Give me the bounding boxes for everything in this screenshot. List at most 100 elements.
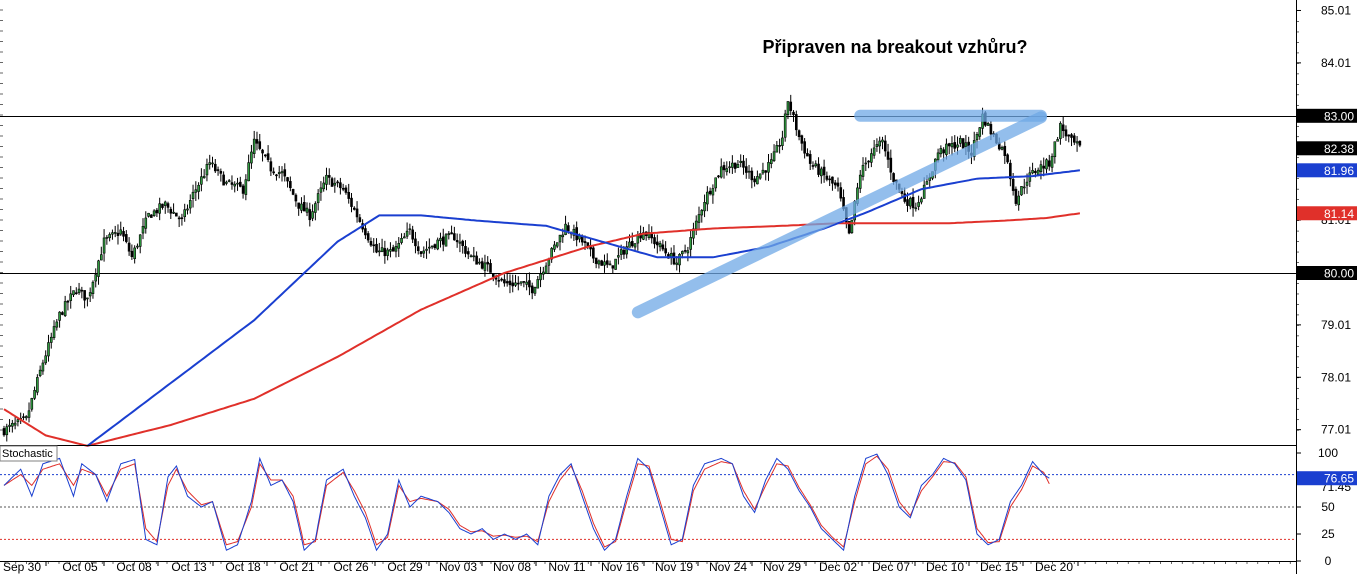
candle-body <box>950 143 954 148</box>
time-tick-label: Oct 13 <box>171 560 207 574</box>
candle <box>664 241 667 257</box>
candle-body <box>352 207 356 210</box>
candle-body <box>1064 129 1068 137</box>
candle <box>283 163 287 182</box>
price-tick-label: 79.01 <box>1321 318 1351 332</box>
candle <box>352 206 356 211</box>
candle-body <box>908 197 912 207</box>
candle-body <box>1045 159 1048 170</box>
candle <box>289 176 292 192</box>
candle-body <box>319 187 323 193</box>
candle <box>280 166 284 182</box>
candle-body <box>450 232 453 235</box>
candle-body <box>119 229 123 235</box>
candle-body <box>744 166 748 173</box>
candle-body <box>191 191 195 200</box>
candle-body <box>1039 164 1043 172</box>
candle <box>147 212 150 218</box>
candle <box>261 148 264 162</box>
candle <box>783 109 787 142</box>
candle-body <box>163 201 167 206</box>
time-tick-label: Nov 19 <box>655 560 693 574</box>
candle-body <box>647 231 651 238</box>
candle-body <box>453 233 456 241</box>
candle <box>539 266 542 288</box>
candle <box>742 154 745 175</box>
candle <box>8 419 11 433</box>
candle-body <box>761 169 765 174</box>
candle <box>344 185 348 195</box>
candle-body <box>872 147 876 156</box>
candle-body <box>503 279 506 284</box>
candle <box>419 250 423 258</box>
candle <box>764 170 768 181</box>
candle <box>286 176 289 188</box>
time-tick-label: Nov 11 <box>548 560 585 574</box>
candle <box>811 161 815 170</box>
candle <box>102 229 106 262</box>
candle <box>297 202 300 216</box>
candle-body <box>250 151 253 164</box>
candle-body <box>291 189 295 195</box>
candle-body <box>814 163 818 167</box>
candle <box>630 232 634 248</box>
candle-body <box>13 422 17 426</box>
candle <box>316 189 320 211</box>
candle <box>1000 145 1004 151</box>
candle-body <box>52 326 56 338</box>
candle-body <box>422 250 426 254</box>
candle-body <box>261 149 264 154</box>
candle-body <box>172 211 175 214</box>
candle <box>717 174 720 179</box>
candle-body <box>100 254 103 261</box>
candle-body <box>205 163 209 176</box>
candle-body <box>333 182 337 186</box>
candle-body <box>366 233 370 241</box>
candle-body <box>1059 123 1062 139</box>
candle-body <box>722 165 726 171</box>
candle <box>878 136 882 154</box>
candle <box>383 240 387 264</box>
candle-body <box>1034 170 1037 174</box>
candle-body <box>108 234 111 239</box>
candle <box>511 274 515 293</box>
candle <box>197 182 200 200</box>
candle <box>489 259 492 273</box>
candle <box>61 311 64 316</box>
candle <box>422 246 426 259</box>
candle <box>38 365 42 378</box>
candle-body <box>430 245 434 248</box>
candle-body <box>83 290 86 301</box>
candle-body <box>403 236 406 239</box>
stochastic-label: Stochastic <box>2 448 53 460</box>
candle <box>333 177 337 193</box>
candle <box>455 233 459 248</box>
candle <box>194 181 198 201</box>
candle-body <box>1042 165 1046 169</box>
candle-body <box>308 209 312 221</box>
candle-body <box>464 246 467 254</box>
candle <box>52 320 56 340</box>
candle <box>589 238 592 257</box>
candle-body <box>216 169 220 171</box>
candle-body <box>797 130 801 138</box>
candle <box>175 212 178 217</box>
stochastic-d-line <box>3 455 1050 548</box>
candle-body <box>922 184 926 199</box>
candle <box>536 276 540 289</box>
candle-body <box>617 255 620 258</box>
candle <box>386 247 389 261</box>
candle-body <box>130 250 134 257</box>
candle-body <box>975 134 979 141</box>
candle <box>769 153 773 169</box>
candle-body <box>619 249 623 255</box>
candle <box>480 257 484 270</box>
candle-body <box>628 241 631 248</box>
candle <box>875 138 879 152</box>
candle-body <box>1075 141 1079 144</box>
candle-body <box>255 139 259 144</box>
candle <box>458 233 462 253</box>
candle-body <box>213 163 217 172</box>
candle <box>750 167 754 189</box>
candle <box>266 145 270 163</box>
